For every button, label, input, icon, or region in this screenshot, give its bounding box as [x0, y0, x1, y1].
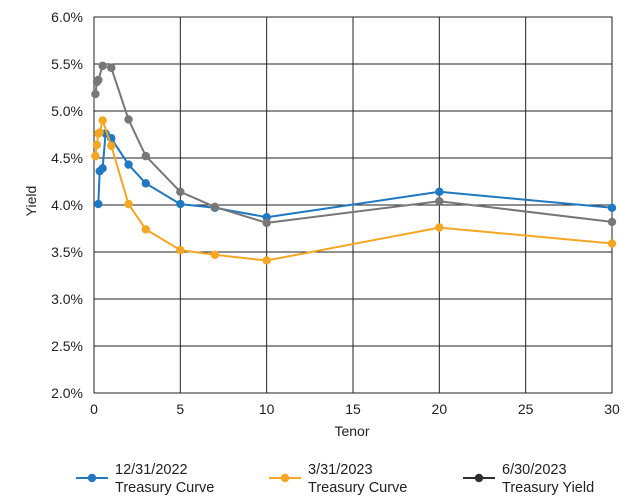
data-point	[210, 202, 220, 212]
y-tick-label: 4.0%	[51, 197, 83, 213]
series-group	[94, 129, 617, 222]
data-point	[435, 223, 444, 232]
legend-label-line2: Treasury Curve	[308, 480, 407, 496]
y-tick-label: 6.0%	[51, 9, 83, 25]
data-point	[176, 187, 185, 197]
data-point	[607, 239, 617, 248]
y-tick-label: 5.5%	[51, 56, 83, 72]
legend-label-line1: 3/31/2023	[308, 462, 373, 478]
x-tick-label: 25	[518, 401, 534, 417]
data-point	[607, 203, 617, 213]
data-point	[141, 225, 150, 234]
y-tick-label: 3.5%	[51, 244, 83, 260]
legend: 12/31/2022 Treasury Curve 3/31/2023 Treasur…	[76, 462, 594, 496]
data-point	[210, 250, 220, 260]
data-point	[91, 151, 100, 161]
series	[91, 61, 617, 265]
legend-label-line1: 6/30/2023	[502, 462, 567, 478]
data-point	[124, 199, 133, 209]
legend-label-line2: Treasury Yield	[502, 480, 594, 496]
data-point	[98, 116, 107, 125]
data-point	[94, 75, 103, 85]
legend-label-line1: 12/31/2022	[115, 462, 188, 478]
y-tick-label: 5.0%	[51, 103, 83, 119]
y-axis-ticks: 2.0% 2.5% 3.0% 3.5% 4.0% 4.5% 5.0% 5.5% 6.0%	[51, 9, 83, 401]
legend-swatch-marker	[474, 473, 484, 483]
data-point	[124, 160, 133, 169]
x-tick-label: 0	[90, 401, 98, 417]
x-tick-label: 20	[432, 401, 448, 417]
data-point	[95, 128, 104, 137]
data-point	[262, 218, 271, 228]
y-axis-title: Yield	[23, 186, 39, 217]
data-point	[92, 140, 102, 150]
data-point	[98, 61, 107, 71]
x-tick-label: 15	[345, 401, 361, 417]
data-point	[435, 197, 444, 206]
x-tick-label: 30	[604, 401, 620, 417]
data-point	[435, 187, 444, 197]
series-group	[91, 116, 617, 265]
data-point	[141, 179, 150, 188]
x-axis-ticks: 0 5 10 15 20 25 30	[90, 401, 620, 417]
data-point	[262, 256, 271, 265]
x-axis-title: Tenor	[334, 423, 369, 439]
y-tick-label: 2.5%	[51, 338, 83, 354]
y-tick-label: 2.0%	[51, 385, 83, 401]
y-tick-label: 3.0%	[51, 291, 83, 307]
data-point	[91, 89, 100, 99]
legend-swatch-marker	[280, 473, 290, 483]
data-point	[176, 199, 185, 209]
data-point	[141, 151, 150, 161]
x-tick-label: 5	[176, 401, 184, 417]
data-point	[607, 217, 617, 227]
data-point	[98, 164, 107, 173]
legend-label-line2: Treasury Curve	[115, 480, 214, 496]
data-point	[107, 141, 116, 150]
series-line	[94, 119, 613, 262]
data-point	[107, 63, 116, 72]
y-tick-label: 4.5%	[51, 150, 83, 166]
legend-swatch-marker	[87, 473, 97, 483]
data-point	[94, 199, 103, 209]
series-group	[91, 61, 617, 228]
x-tick-label: 10	[259, 401, 275, 417]
data-point	[176, 245, 185, 255]
data-point	[124, 115, 133, 124]
